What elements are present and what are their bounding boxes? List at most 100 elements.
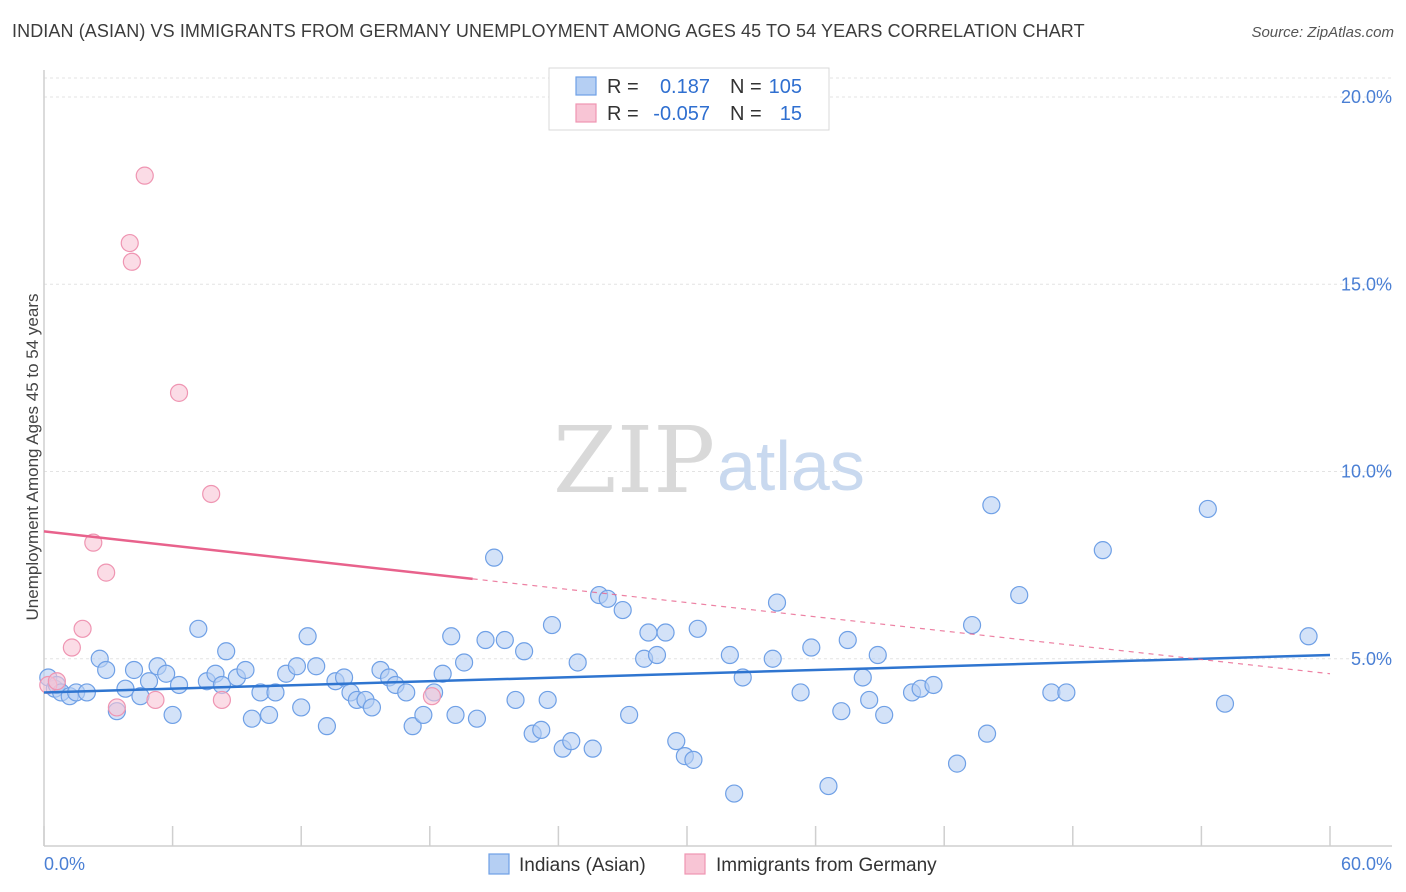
legend-r-label-indians: R = bbox=[607, 76, 639, 98]
legend-n-value-germany: 15 bbox=[780, 103, 802, 125]
legend-r-label-germany: R = bbox=[607, 103, 639, 125]
indians-point bbox=[476, 630, 495, 650]
indians-point bbox=[763, 649, 782, 668]
indians-point bbox=[403, 717, 422, 736]
y-axis-label: Unemployment Among Ages 45 to 54 years bbox=[23, 294, 42, 621]
legend-n-value-indians: 105 bbox=[769, 76, 802, 98]
indians-point bbox=[433, 664, 452, 683]
gridlines bbox=[44, 77, 1392, 660]
germany-point bbox=[146, 690, 165, 710]
indians-point bbox=[875, 705, 894, 725]
indians-point bbox=[1198, 499, 1217, 519]
indians-point bbox=[538, 690, 557, 710]
indians-point bbox=[485, 548, 504, 567]
indians-point bbox=[598, 589, 617, 608]
indians-point bbox=[791, 683, 810, 702]
indians-point bbox=[977, 724, 997, 743]
indians-point bbox=[613, 600, 632, 620]
indians-point bbox=[924, 675, 943, 695]
germany-point bbox=[107, 698, 126, 717]
legend-n-label-indians: N = bbox=[730, 76, 762, 98]
indians-point bbox=[1215, 694, 1235, 713]
indians-point bbox=[667, 732, 686, 751]
bottom-legend-label-germany: Immigrants from Germany bbox=[716, 855, 937, 876]
y-axis-tick-labels: 5.0% 10.0% 15.0% 20.0% bbox=[1341, 87, 1392, 669]
germany-point bbox=[120, 233, 139, 253]
indians-point bbox=[868, 645, 887, 665]
germany-point bbox=[169, 383, 189, 402]
germany-point bbox=[97, 563, 116, 582]
indians-point bbox=[853, 668, 872, 687]
indians-point bbox=[1057, 683, 1076, 702]
indians-point bbox=[236, 660, 255, 680]
bottom-legend-swatch-germany bbox=[684, 853, 706, 875]
indians-point bbox=[298, 627, 317, 646]
indians-point bbox=[506, 690, 525, 710]
germany-point bbox=[62, 638, 81, 657]
indians-point bbox=[362, 698, 382, 717]
indians-point bbox=[720, 645, 739, 665]
indians-point bbox=[802, 638, 821, 657]
indians-point bbox=[467, 709, 487, 728]
indians-point bbox=[688, 619, 707, 638]
y-tick-label-15: 15.0% bbox=[1341, 274, 1392, 294]
indians-point bbox=[562, 732, 581, 751]
indians-point bbox=[442, 627, 461, 646]
indians-point bbox=[515, 642, 534, 661]
indians-point bbox=[189, 619, 208, 638]
indians-trend-line bbox=[43, 653, 1331, 694]
indians-point bbox=[532, 720, 551, 740]
legend-swatch-indians bbox=[575, 76, 597, 96]
indians-point bbox=[1093, 541, 1112, 560]
watermark-zip: ZIP bbox=[553, 407, 715, 514]
indians-point bbox=[962, 615, 982, 635]
indians-point bbox=[217, 642, 236, 661]
indians-point bbox=[495, 630, 514, 650]
indians-point bbox=[568, 653, 587, 672]
indians-point bbox=[454, 653, 474, 672]
indians-point bbox=[684, 750, 703, 769]
indians-point bbox=[542, 615, 562, 635]
germany-trend-line-solid bbox=[43, 530, 473, 581]
germany-point bbox=[212, 690, 231, 710]
indians-point bbox=[242, 709, 262, 728]
indians-point bbox=[97, 660, 116, 680]
indians-point bbox=[259, 705, 279, 725]
indians-point bbox=[163, 705, 182, 725]
series-legend: Indians (Asian) Immigrants from Germany bbox=[488, 853, 937, 876]
indians-point bbox=[334, 668, 354, 687]
bottom-legend-label-indians: Indians (Asian) bbox=[519, 855, 646, 876]
germany-point bbox=[73, 619, 92, 638]
indians-point bbox=[647, 645, 667, 665]
y-tick-label-5: 5.0% bbox=[1351, 649, 1392, 669]
indians-point bbox=[832, 702, 851, 721]
indians-point bbox=[157, 664, 176, 683]
indians-point bbox=[982, 496, 1001, 515]
indians-point bbox=[767, 593, 787, 612]
indians-point bbox=[639, 623, 658, 642]
indians-point bbox=[317, 717, 337, 736]
germany-point bbox=[422, 687, 442, 706]
germany-point bbox=[47, 672, 66, 691]
germany-point bbox=[202, 484, 221, 504]
watermark: ZIP atlas bbox=[553, 407, 865, 514]
indians-point bbox=[819, 776, 838, 796]
indians-point bbox=[397, 683, 416, 702]
indians-point bbox=[124, 660, 144, 680]
indians-point bbox=[620, 705, 639, 725]
indians-point bbox=[292, 698, 311, 717]
stats-legend: R = 0.187 N = 105 R = -0.057 N = 15 bbox=[548, 67, 830, 131]
germany-trend-line-dashed bbox=[472, 578, 1331, 675]
bottom-legend-swatch-indians bbox=[488, 853, 510, 875]
legend-swatch-germany bbox=[575, 103, 597, 123]
indians-point bbox=[1010, 585, 1029, 605]
indians-point bbox=[287, 657, 307, 676]
indians-point bbox=[414, 705, 433, 725]
x-tick-label-max: 60.0% bbox=[1341, 854, 1392, 874]
axes bbox=[43, 70, 1392, 847]
indians-point bbox=[838, 630, 857, 650]
indians-point bbox=[169, 675, 189, 695]
germany-point bbox=[135, 166, 154, 185]
chart-title: INDIAN (ASIAN) VS IMMIGRANTS FROM GERMAN… bbox=[12, 21, 1085, 41]
